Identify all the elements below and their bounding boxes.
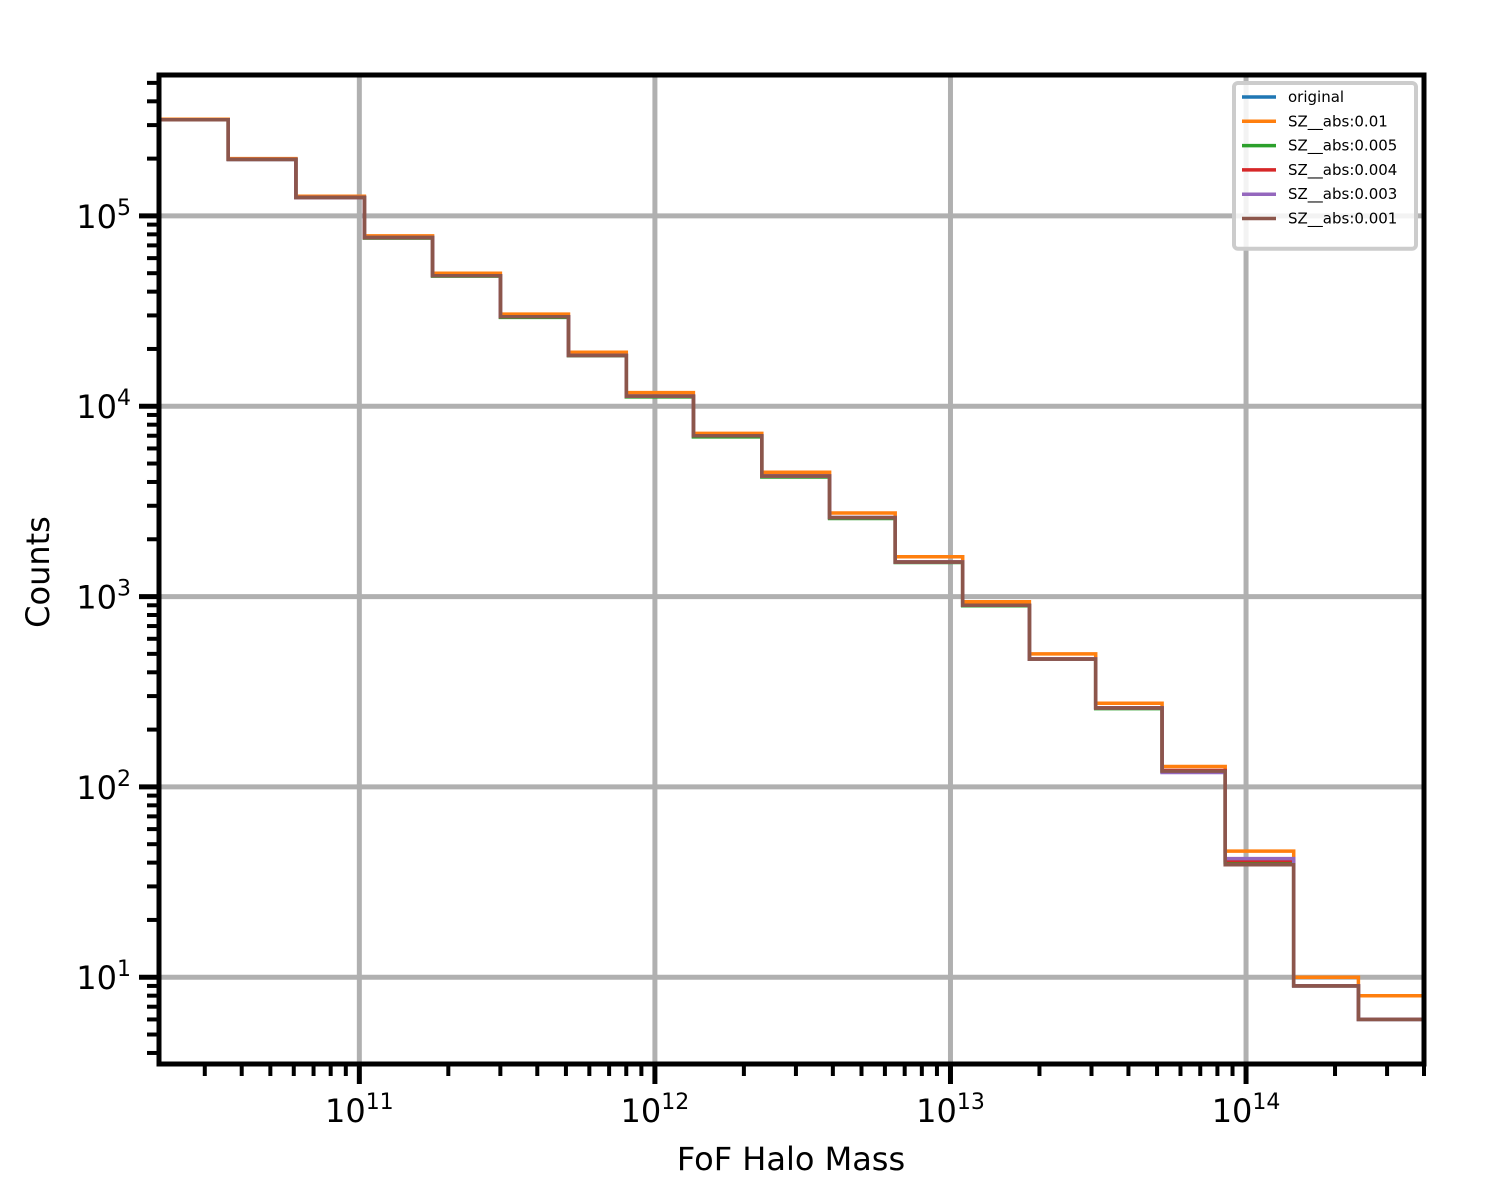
y-tick-label-1: 102 — [76, 767, 131, 807]
x-axis-title: FoF Halo Mass — [677, 1140, 905, 1178]
legend-label-0: original — [1288, 88, 1344, 106]
legend-label-4: SZ__abs:0.003 — [1288, 185, 1397, 204]
series-line-4 — [157, 118, 1426, 1064]
grid-lines — [159, 75, 1424, 1064]
y-tick-label-4: 105 — [76, 196, 131, 236]
y-axis-title: Counts — [19, 516, 57, 628]
x-tick-label-2: 1013 — [916, 1090, 985, 1130]
series-line-3 — [157, 118, 1426, 1064]
x-tick-label-3: 1014 — [1212, 1090, 1281, 1130]
y-tick-label-3: 104 — [76, 386, 131, 426]
legend: original SZ__abs:0.01 SZ__abs:0.005 SZ__abs… — [1232, 81, 1418, 251]
series-line-2 — [157, 118, 1426, 1064]
series-line-1 — [157, 117, 1426, 1064]
legend-label-3: SZ__abs:0.004 — [1288, 161, 1397, 180]
axis-ticks: 1011 1012 1013 1014 101 102 103 104 105 — [76, 80, 1426, 1130]
legend-box — [1232, 81, 1418, 251]
series-line-5 — [157, 118, 1426, 1064]
legend-label-2: SZ__abs:0.005 — [1288, 137, 1397, 156]
plot-frame — [156, 72, 1427, 1067]
y-tick-label-0: 101 — [76, 957, 131, 997]
series-group — [157, 117, 1426, 1064]
x-tick-label-1: 1012 — [621, 1090, 690, 1130]
series-line-0 — [157, 118, 1426, 1064]
legend-label-5: SZ__abs:0.001 — [1288, 210, 1397, 229]
x-tick-label-0: 1011 — [325, 1090, 394, 1130]
legend-label-1: SZ__abs:0.01 — [1288, 112, 1388, 131]
y-tick-label-2: 103 — [76, 577, 131, 617]
